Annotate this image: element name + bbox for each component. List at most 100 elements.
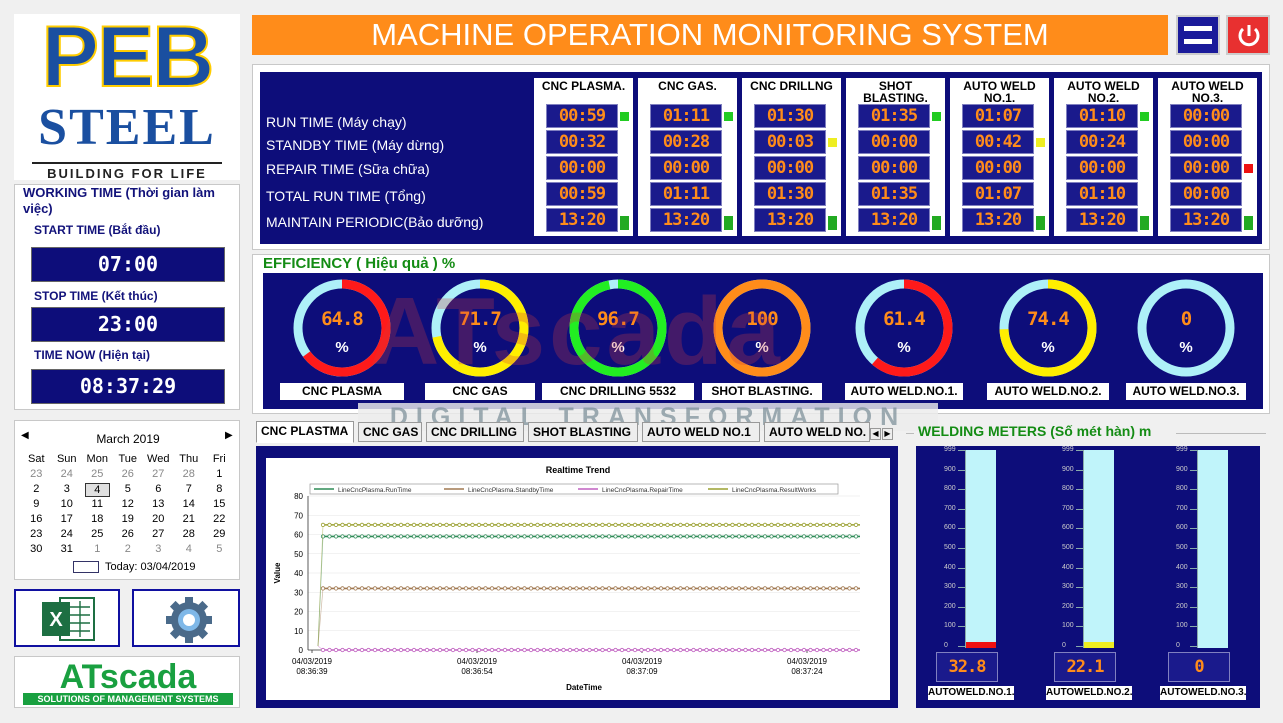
tab-scroll-right[interactable]: ▶ <box>882 428 893 440</box>
calendar-day[interactable]: 3 <box>155 543 162 555</box>
calendar-day[interactable]: 1 <box>94 543 101 555</box>
calendar-day[interactable]: 24 <box>60 468 73 480</box>
series-point <box>346 522 352 527</box>
meter-tick: 300 <box>944 583 956 591</box>
calendar-day[interactable]: 31 <box>60 543 73 555</box>
series-point <box>444 522 449 527</box>
series-point <box>379 647 384 653</box>
meter-scale: 999 900 800 700 600 500 400 300 200 100 0 <box>944 446 966 649</box>
calendar-day[interactable]: 10 <box>60 498 73 510</box>
series-point <box>392 522 397 527</box>
calendar-day[interactable]: 4 <box>85 483 110 497</box>
series-point <box>606 647 612 653</box>
calendar-day[interactable]: 20 <box>152 513 165 525</box>
calendar-day[interactable]: 2 <box>124 543 131 555</box>
calendar-day[interactable]: 22 <box>213 513 226 525</box>
x-tick-label: 04/03/2019 <box>457 657 498 666</box>
calendar-day[interactable]: 16 <box>30 513 43 525</box>
tab-3[interactable]: CNC DRILLING <box>426 422 524 442</box>
calendar-day[interactable]: 25 <box>91 468 104 480</box>
series-point <box>658 586 664 591</box>
calendar-day[interactable]: 4 <box>185 543 192 555</box>
series-point <box>782 534 787 539</box>
calendar-day[interactable]: 18 <box>91 513 104 525</box>
next-month-icon[interactable]: ▶ <box>225 430 233 441</box>
series-point <box>827 647 833 653</box>
tab-scroll-left[interactable]: ◀ <box>870 428 881 440</box>
calendar-day[interactable]: 6 <box>155 483 162 495</box>
gauge-arc <box>431 279 529 377</box>
calendar-day[interactable]: 15 <box>213 498 226 510</box>
series-point <box>457 586 462 591</box>
start-time-label: START TIME (Bắt đầu) <box>34 223 161 237</box>
calendar-day[interactable]: 25 <box>91 528 104 540</box>
calendar-day[interactable]: 23 <box>30 468 43 480</box>
tab-5[interactable]: AUTO WELD NO.1 <box>642 422 760 442</box>
calendar-day[interactable]: 27 <box>152 528 165 540</box>
calendar-day[interactable]: 28 <box>182 528 195 540</box>
logo-steel: STEEL <box>38 99 216 156</box>
calendar-day[interactable]: 21 <box>182 513 195 525</box>
calendar-day[interactable]: 1 <box>216 468 223 480</box>
x-tick-label: 08:37:24 <box>791 667 823 676</box>
calendar[interactable]: ◀ March 2019 ▶ Sat Sun Mon Tue Wed Thu Fri 23 24… <box>14 420 240 580</box>
calendar-day[interactable]: 26 <box>121 468 134 480</box>
calendar-day[interactable]: 12 <box>121 498 134 510</box>
power-button[interactable] <box>1226 15 1270 55</box>
time-display: 00:00 <box>546 156 618 180</box>
tab-1[interactable]: CNC PLASTMA <box>256 421 354 443</box>
meter-tick: 900 <box>1176 465 1188 473</box>
series-point <box>327 522 332 527</box>
calendar-day[interactable]: 26 <box>121 528 134 540</box>
excel-button[interactable]: X <box>14 589 120 647</box>
time-display: 00:59 <box>546 104 618 128</box>
series-point <box>619 522 625 527</box>
gauge-arc <box>999 279 1097 377</box>
gauge-unit: % <box>897 339 911 356</box>
menu-button[interactable] <box>1176 15 1220 55</box>
tab-6[interactable]: AUTO WELD NO. <box>764 422 870 442</box>
meter-tick-mark <box>1190 548 1198 549</box>
calendar-month: March 2019 <box>96 432 160 446</box>
settings-button[interactable] <box>132 589 240 647</box>
status-led <box>932 112 941 121</box>
status-led <box>724 216 733 230</box>
tab-2[interactable]: CNC GAS <box>358 422 422 442</box>
calendar-day[interactable]: 5 <box>216 543 223 555</box>
gauge-label: CNC PLASMA <box>280 383 404 400</box>
series-point <box>775 534 781 539</box>
series-point <box>411 586 417 591</box>
calendar-day[interactable]: 29 <box>213 528 226 540</box>
calendar-day[interactable]: 24 <box>60 528 73 540</box>
time-display: 00:00 <box>1170 156 1242 180</box>
calendar-day[interactable]: 9 <box>33 498 40 510</box>
series-point <box>502 647 508 653</box>
series-point <box>554 647 560 653</box>
calendar-day[interactable]: 17 <box>60 513 73 525</box>
series-point <box>840 534 846 539</box>
calendar-day[interactable]: 7 <box>185 483 192 495</box>
prev-month-icon[interactable]: ◀ <box>21 430 29 441</box>
time-display: 00:03 <box>754 130 826 154</box>
calendar-day[interactable]: 30 <box>30 543 43 555</box>
meter-tick: 200 <box>1062 602 1074 610</box>
calendar-day[interactable]: 27 <box>152 468 165 480</box>
calendar-day[interactable]: 8 <box>216 483 223 495</box>
calendar-day[interactable]: 2 <box>33 483 40 495</box>
tab-4[interactable]: SHOT BLASTING <box>528 422 638 442</box>
calendar-day[interactable]: 5 <box>124 483 131 495</box>
calendar-day[interactable]: 14 <box>182 498 195 510</box>
calendar-today[interactable]: Today: 03/04/2019 <box>105 561 196 573</box>
series-point <box>548 534 553 539</box>
calendar-day[interactable]: 19 <box>121 513 134 525</box>
calendar-day[interactable]: 13 <box>152 498 165 510</box>
calendar-day[interactable]: 28 <box>182 468 195 480</box>
series-point <box>379 534 384 539</box>
series-point <box>392 586 397 591</box>
calendar-day[interactable]: 11 <box>91 498 103 510</box>
y-tick-label: 60 <box>294 531 303 540</box>
meter-tick: 0 <box>1176 642 1180 649</box>
calendar-day[interactable]: 23 <box>30 528 43 540</box>
machine-column: CNC PLASMA. 00:59 00:32 00:00 00:59 13:20 <box>534 78 633 236</box>
calendar-day[interactable]: 3 <box>63 483 70 495</box>
